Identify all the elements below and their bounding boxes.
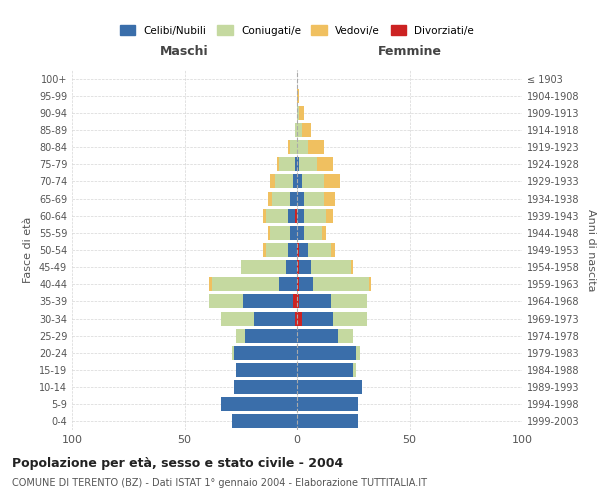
- Bar: [302, 174, 324, 188]
- Y-axis label: Anni di nascita: Anni di nascita: [586, 209, 596, 291]
- Bar: [297, 174, 302, 188]
- Bar: [232, 414, 297, 428]
- Bar: [286, 260, 297, 274]
- Bar: [234, 380, 297, 394]
- Bar: [288, 140, 290, 154]
- Bar: [351, 260, 353, 274]
- Bar: [270, 226, 290, 240]
- Bar: [324, 174, 340, 188]
- Bar: [299, 260, 311, 274]
- Bar: [265, 243, 288, 257]
- Bar: [270, 174, 275, 188]
- Bar: [297, 226, 304, 240]
- Bar: [254, 312, 295, 326]
- Bar: [236, 363, 297, 377]
- Bar: [268, 192, 272, 205]
- Bar: [299, 106, 304, 120]
- Bar: [297, 380, 362, 394]
- Bar: [333, 312, 367, 326]
- Legend: Celibi/Nubili, Coniugati/e, Vedovi/e, Divorziati/e: Celibi/Nubili, Coniugati/e, Vedovi/e, Di…: [116, 21, 478, 40]
- Bar: [322, 226, 326, 240]
- Bar: [297, 243, 299, 257]
- Bar: [304, 192, 324, 205]
- Bar: [297, 192, 304, 205]
- Bar: [297, 312, 302, 326]
- Bar: [241, 260, 286, 274]
- Bar: [221, 312, 254, 326]
- Bar: [308, 140, 324, 154]
- Bar: [337, 328, 353, 342]
- Bar: [265, 208, 288, 222]
- Bar: [299, 158, 317, 172]
- Bar: [308, 243, 331, 257]
- Y-axis label: Fasce di età: Fasce di età: [23, 217, 33, 283]
- Bar: [290, 192, 297, 205]
- Bar: [324, 192, 335, 205]
- Bar: [277, 158, 279, 172]
- Bar: [268, 226, 270, 240]
- Bar: [263, 243, 265, 257]
- Bar: [272, 192, 290, 205]
- Bar: [288, 208, 295, 222]
- Bar: [295, 312, 297, 326]
- Bar: [232, 346, 234, 360]
- Bar: [275, 174, 293, 188]
- Bar: [243, 294, 293, 308]
- Bar: [293, 174, 297, 188]
- Bar: [302, 123, 311, 137]
- Text: Femmine: Femmine: [377, 45, 442, 58]
- Bar: [297, 398, 358, 411]
- Bar: [311, 260, 351, 274]
- Bar: [331, 243, 335, 257]
- Bar: [293, 294, 297, 308]
- Bar: [299, 294, 331, 308]
- Bar: [297, 88, 299, 102]
- Bar: [326, 208, 333, 222]
- Bar: [263, 208, 265, 222]
- Bar: [297, 208, 304, 222]
- Bar: [295, 158, 297, 172]
- Bar: [297, 278, 299, 291]
- Bar: [304, 208, 326, 222]
- Bar: [290, 140, 297, 154]
- Bar: [234, 346, 297, 360]
- Bar: [302, 312, 333, 326]
- Bar: [221, 398, 297, 411]
- Bar: [297, 260, 299, 274]
- Bar: [297, 158, 299, 172]
- Bar: [290, 226, 297, 240]
- Bar: [245, 328, 297, 342]
- Bar: [288, 243, 297, 257]
- Bar: [313, 278, 369, 291]
- Bar: [317, 158, 333, 172]
- Bar: [297, 294, 299, 308]
- Bar: [295, 208, 297, 222]
- Bar: [304, 226, 322, 240]
- Bar: [209, 278, 212, 291]
- Bar: [297, 414, 358, 428]
- Bar: [353, 363, 355, 377]
- Bar: [299, 243, 308, 257]
- Bar: [295, 123, 297, 137]
- Bar: [297, 123, 302, 137]
- Bar: [297, 140, 308, 154]
- Bar: [212, 278, 279, 291]
- Bar: [297, 106, 299, 120]
- Bar: [297, 346, 355, 360]
- Bar: [236, 328, 245, 342]
- Bar: [279, 278, 297, 291]
- Bar: [299, 278, 313, 291]
- Text: Popolazione per età, sesso e stato civile - 2004: Popolazione per età, sesso e stato civil…: [12, 458, 343, 470]
- Bar: [279, 158, 295, 172]
- Bar: [369, 278, 371, 291]
- Bar: [331, 294, 367, 308]
- Bar: [355, 346, 360, 360]
- Text: Maschi: Maschi: [160, 45, 209, 58]
- Bar: [297, 328, 337, 342]
- Bar: [209, 294, 243, 308]
- Text: COMUNE DI TERENTO (BZ) - Dati ISTAT 1° gennaio 2004 - Elaborazione TUTTITALIA.IT: COMUNE DI TERENTO (BZ) - Dati ISTAT 1° g…: [12, 478, 427, 488]
- Bar: [297, 363, 353, 377]
